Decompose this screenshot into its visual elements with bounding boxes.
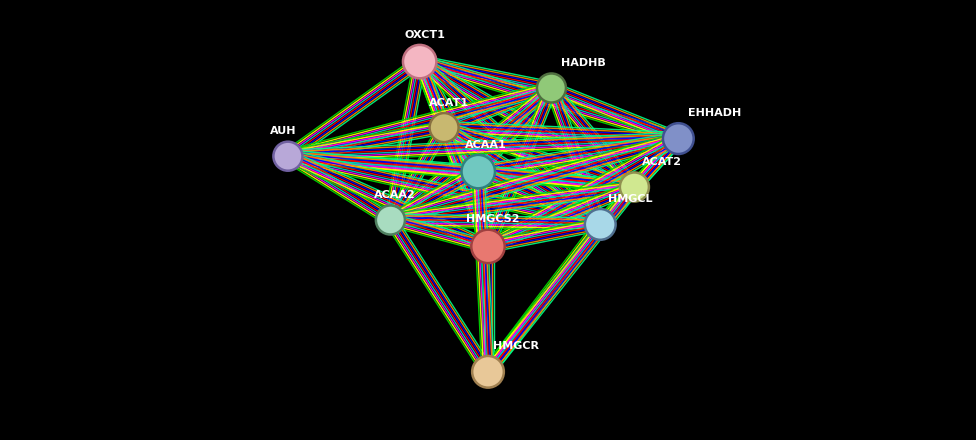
Circle shape — [273, 142, 303, 171]
Text: ACAT2: ACAT2 — [642, 157, 682, 167]
Circle shape — [403, 45, 436, 78]
Circle shape — [472, 356, 504, 388]
Circle shape — [537, 73, 566, 103]
Text: HMGCL: HMGCL — [608, 194, 653, 204]
Circle shape — [462, 155, 495, 188]
Text: HADHB: HADHB — [561, 58, 606, 68]
Circle shape — [620, 172, 649, 202]
Circle shape — [429, 113, 459, 142]
Circle shape — [376, 205, 405, 235]
Text: ACAT1: ACAT1 — [429, 98, 468, 108]
Circle shape — [471, 230, 505, 263]
Text: ACAA1: ACAA1 — [466, 139, 507, 150]
Circle shape — [663, 123, 694, 154]
Text: OXCT1: OXCT1 — [404, 29, 445, 40]
Text: AUH: AUH — [269, 126, 297, 136]
Text: HMGCS2: HMGCS2 — [467, 214, 519, 224]
Text: ACAA2: ACAA2 — [375, 190, 416, 200]
Text: HMGCR: HMGCR — [493, 341, 539, 351]
Circle shape — [585, 209, 616, 240]
Text: EHHADH: EHHADH — [688, 108, 742, 118]
